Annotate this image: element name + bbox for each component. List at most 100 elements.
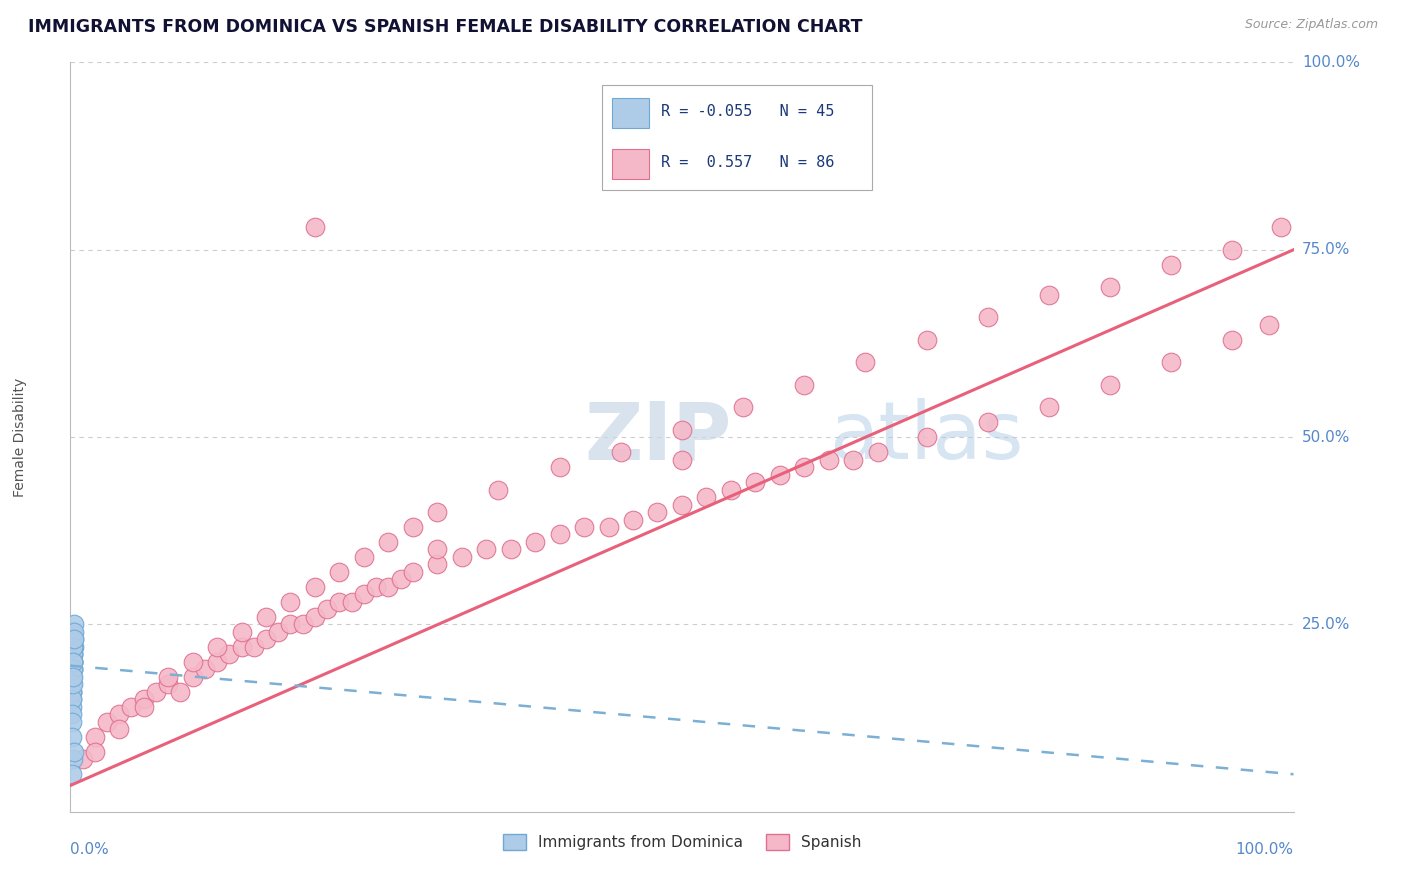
Point: [62, 640, 84, 654]
Point: [1270, 220, 1292, 235]
Point: [205, 655, 228, 669]
Point: [62, 655, 84, 669]
Point: [60, 714, 83, 729]
Point: [671, 498, 693, 512]
Point: [426, 542, 449, 557]
Point: [60, 670, 83, 684]
Point: [218, 648, 240, 662]
Point: [1038, 287, 1060, 301]
Point: [60, 692, 83, 706]
Point: [1160, 258, 1182, 272]
Text: IMMIGRANTS FROM DOMINICA VS SPANISH FEMALE DISABILITY CORRELATION CHART: IMMIGRANTS FROM DOMINICA VS SPANISH FEMA…: [28, 18, 863, 36]
Point: [1038, 400, 1060, 414]
Point: [62, 662, 84, 676]
Point: [304, 610, 326, 624]
Legend: Immigrants from Dominica, Spanish: Immigrants from Dominica, Spanish: [496, 829, 868, 856]
Point: [169, 685, 191, 699]
Point: [83, 730, 105, 744]
Point: [243, 640, 266, 654]
Point: [62, 648, 84, 662]
Point: [60, 692, 83, 706]
Text: 100.0%: 100.0%: [1302, 55, 1360, 70]
Point: [572, 520, 595, 534]
Point: [280, 617, 302, 632]
Point: [181, 670, 204, 684]
Point: [60, 730, 83, 744]
Point: [488, 483, 510, 497]
Point: [304, 580, 326, 594]
Point: [62, 752, 84, 766]
Point: [62, 655, 84, 669]
Point: [62, 662, 84, 676]
Point: [499, 542, 522, 557]
Point: [976, 310, 998, 325]
Point: [1220, 243, 1243, 257]
Point: [145, 685, 167, 699]
Point: [671, 423, 693, 437]
Point: [60, 685, 83, 699]
Text: 100.0%: 100.0%: [1236, 842, 1294, 857]
Point: [426, 505, 449, 519]
Point: [62, 648, 84, 662]
Point: [62, 670, 84, 684]
Point: [353, 549, 375, 564]
Point: [402, 565, 425, 579]
Text: Female Disability: Female Disability: [13, 377, 27, 497]
Point: [450, 549, 472, 564]
Point: [157, 670, 180, 684]
Point: [62, 648, 84, 662]
Point: [181, 655, 204, 669]
Text: ZIP: ZIP: [583, 398, 731, 476]
Text: Source: ZipAtlas.com: Source: ZipAtlas.com: [1244, 18, 1378, 31]
Point: [1160, 355, 1182, 369]
Point: [328, 565, 350, 579]
Point: [866, 445, 889, 459]
Point: [205, 640, 228, 654]
Point: [598, 520, 620, 534]
Point: [389, 573, 412, 587]
Point: [377, 580, 399, 594]
Point: [60, 662, 83, 676]
Point: [62, 655, 84, 669]
Point: [254, 632, 277, 647]
Point: [108, 723, 131, 737]
Point: [132, 699, 155, 714]
Text: 25.0%: 25.0%: [1302, 617, 1350, 632]
Point: [280, 595, 302, 609]
Point: [60, 707, 83, 722]
Point: [60, 685, 83, 699]
Point: [733, 400, 755, 414]
Point: [132, 692, 155, 706]
Point: [291, 617, 314, 632]
Point: [194, 662, 217, 676]
Point: [60, 699, 83, 714]
Point: [60, 670, 83, 684]
Point: [62, 677, 84, 691]
Text: atlas: atlas: [828, 398, 1024, 476]
Point: [108, 707, 131, 722]
Point: [62, 632, 84, 647]
Point: [769, 467, 792, 482]
Point: [328, 595, 350, 609]
Point: [647, 505, 669, 519]
Point: [524, 535, 547, 549]
Point: [340, 595, 363, 609]
Point: [793, 377, 815, 392]
Point: [83, 745, 105, 759]
Point: [316, 602, 339, 616]
Point: [1099, 377, 1122, 392]
Point: [62, 655, 84, 669]
Point: [96, 714, 118, 729]
Text: 75.0%: 75.0%: [1302, 243, 1350, 257]
Point: [60, 767, 83, 781]
Point: [744, 475, 766, 489]
Text: R = -0.055   N = 45: R = -0.055 N = 45: [661, 103, 835, 119]
Point: [60, 677, 83, 691]
Point: [63, 632, 86, 647]
Point: [842, 452, 865, 467]
Point: [231, 640, 253, 654]
Point: [60, 670, 83, 684]
Point: [60, 677, 83, 691]
Point: [976, 415, 998, 429]
Point: [63, 617, 86, 632]
